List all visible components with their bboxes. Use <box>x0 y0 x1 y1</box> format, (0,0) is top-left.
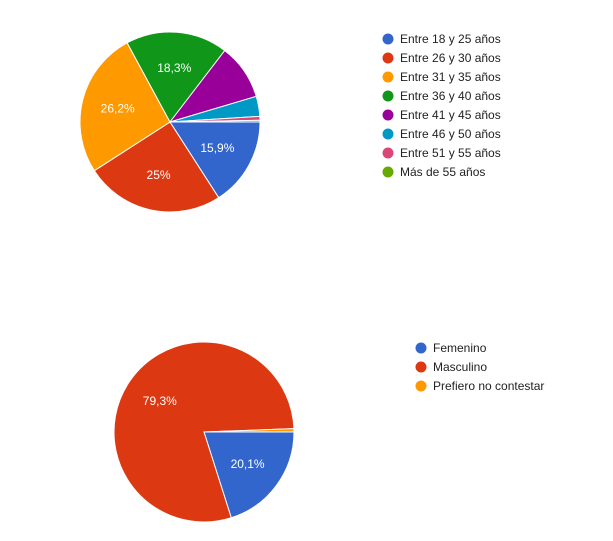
legend-swatch <box>415 342 427 354</box>
legend-item-1-5[interactable]: Entre 41 y 45 años <box>382 108 501 122</box>
pie-slice-1-8[interactable] <box>169 119 261 123</box>
legend-swatch <box>382 166 394 178</box>
legend-label: Más de 55 años <box>400 165 485 179</box>
pie-chart-1: 15,9% 25% 26,2% 18,3% <box>79 31 261 213</box>
legend-2: Femenino Masculino Prefiero no contestar <box>415 341 545 393</box>
legend-label: Entre 51 y 55 años <box>400 146 501 160</box>
legend-label: Entre 46 y 50 años <box>400 127 501 141</box>
legend-label: Entre 26 y 30 años <box>400 51 501 65</box>
legend-swatch <box>382 52 394 64</box>
legend-swatch <box>382 147 394 159</box>
legend-label: Entre 36 y 40 años <box>400 89 501 103</box>
legend-swatch <box>415 380 427 392</box>
legend-swatch <box>415 361 427 373</box>
legend-swatch <box>382 128 394 140</box>
legend-1: Entre 18 y 25 años Entre 26 y 30 años Entr… <box>382 32 501 179</box>
slice-data-label-1-3: 26,2% <box>101 102 135 116</box>
slice-data-label-2-1: 20,1% <box>231 457 265 471</box>
slice-data-label-1-4: 18,3% <box>157 61 191 75</box>
pie-slice-1-1[interactable] <box>169 121 261 199</box>
legend-item-1-1[interactable]: Entre 18 y 25 años <box>382 32 501 46</box>
legend-swatch <box>382 109 394 121</box>
legend-item-2-3[interactable]: Prefiero no contestar <box>415 379 545 393</box>
pie-slice-2-3[interactable] <box>203 428 295 433</box>
legend-label: Entre 18 y 25 años <box>400 32 501 46</box>
legend-item-1-3[interactable]: Entre 31 y 35 años <box>382 70 501 84</box>
legend-label: Femenino <box>433 341 487 355</box>
legend-label: Entre 41 y 45 años <box>400 108 501 122</box>
pie-slice-2-1[interactable] <box>203 431 295 519</box>
legend-item-1-7[interactable]: Entre 51 y 55 años <box>382 146 501 160</box>
legend-item-1-6[interactable]: Entre 46 y 50 años <box>382 127 501 141</box>
pie-slice-1-3[interactable] <box>79 42 171 172</box>
legend-item-1-8[interactable]: Más de 55 años <box>382 165 486 179</box>
legend-label: Prefiero no contestar <box>433 379 544 393</box>
legend-item-2-2[interactable]: Masculino <box>415 360 488 374</box>
legend-swatch <box>382 90 394 102</box>
slice-data-label-1-1: 15,9% <box>200 141 234 155</box>
legend-item-2-1[interactable]: Femenino <box>415 341 487 355</box>
pie-slice-1-2[interactable] <box>93 121 220 213</box>
slice-data-label-1-2: 25% <box>147 168 171 182</box>
pie-chart-2: 20,1% 79,3% <box>113 341 295 523</box>
legend-label: Entre 31 y 35 años <box>400 70 501 84</box>
slice-data-label-2-2: 79,3% <box>143 394 177 408</box>
pie-slice-1-4[interactable] <box>126 31 226 123</box>
legend-label: Masculino <box>433 360 487 374</box>
legend-swatch <box>382 33 394 45</box>
legend-item-1-4[interactable]: Entre 36 y 40 años <box>382 89 501 103</box>
legend-swatch <box>382 71 394 83</box>
legend-item-1-2[interactable]: Entre 26 y 30 años <box>382 51 501 65</box>
